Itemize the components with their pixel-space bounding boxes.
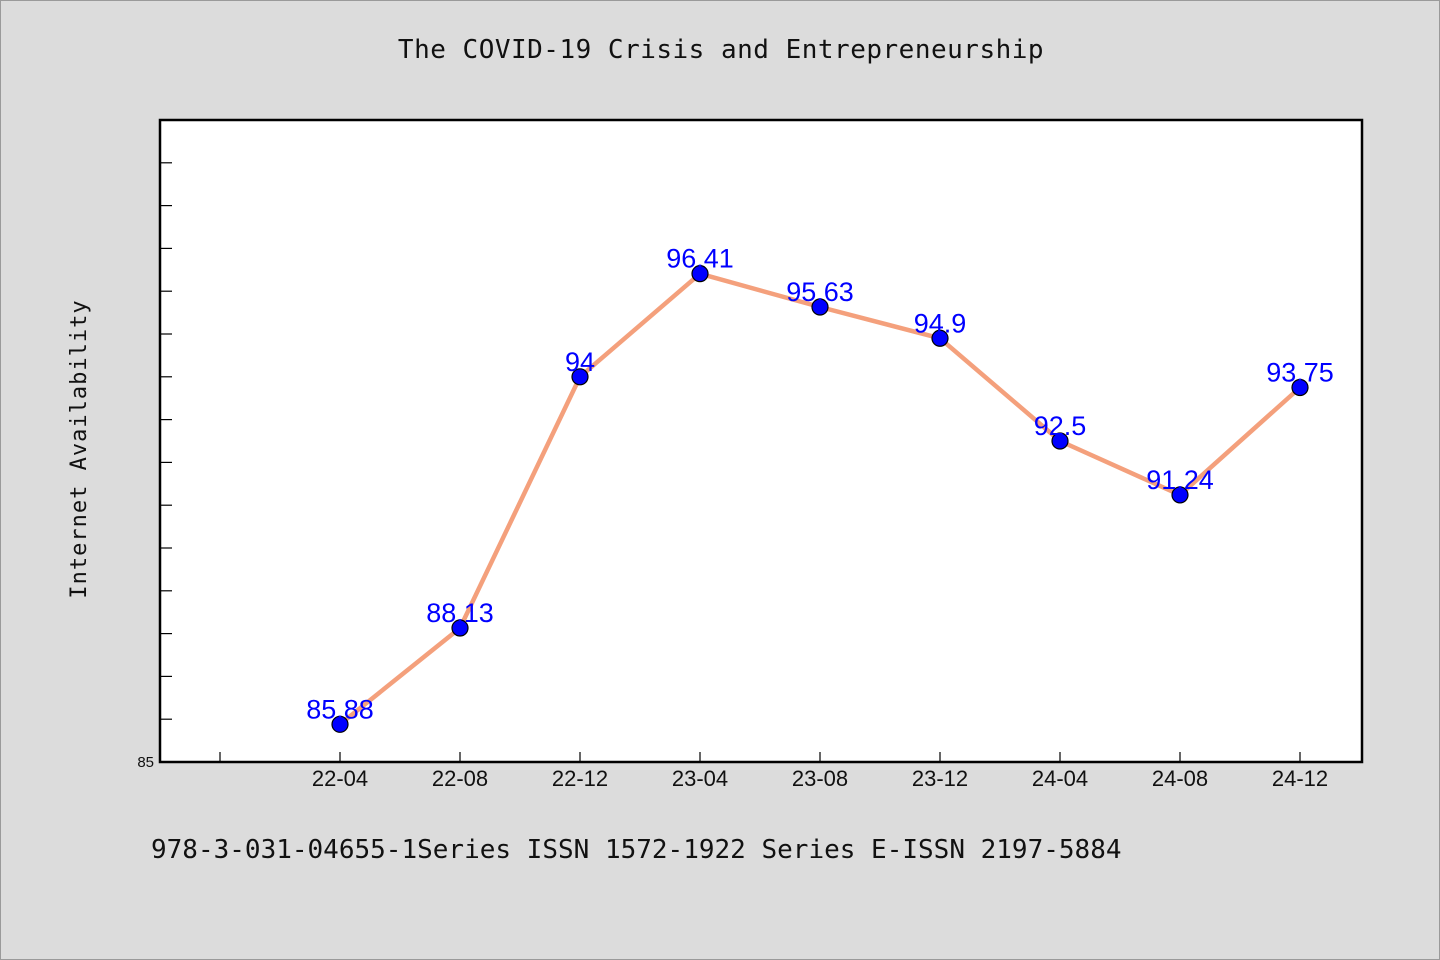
chart-title: The COVID-19 Crisis and Entrepreneurship: [397, 35, 1045, 65]
data-point-marker: [931, 329, 949, 347]
data-point-marker: [1291, 378, 1309, 397]
x-tick-label: 22-04: [312, 766, 368, 791]
x-tick-label: 24-04: [1032, 766, 1088, 791]
plot-area: [158, 118, 1364, 764]
data-label: 92.5: [1034, 411, 1087, 441]
data-point-marker: [331, 715, 349, 733]
data-point-marker: [691, 265, 709, 283]
data-point-marker: [571, 368, 589, 386]
x-tick-label: 24-12: [1272, 766, 1328, 791]
data-point-marker: [1051, 432, 1069, 450]
data-label: 91.24: [1146, 465, 1214, 495]
data-label: 85.88: [306, 694, 374, 724]
x-tick-label: 22-12: [552, 766, 608, 791]
data-label: 94.9: [914, 308, 967, 338]
data-label: 95.63: [786, 277, 854, 307]
data-point-marker: [1171, 486, 1189, 504]
data-labels: 85.88 88.13 94 96.41 95.63 94.9 92.5 91.24 93.75: [306, 244, 1334, 725]
x-tick-label: 24-08: [1152, 766, 1208, 791]
x-tick-label: 23-04: [672, 766, 728, 791]
data-label: 94: [565, 347, 595, 377]
data-label: 93.75: [1266, 358, 1334, 388]
x-tick-label: 22-08: [432, 766, 488, 791]
data-label: 96.41: [666, 244, 734, 274]
y-axis-ticks: [160, 162, 172, 720]
data-point-marker: [451, 619, 469, 637]
x-tick-label: 23-12: [912, 766, 968, 791]
y-tick-label-min: 85: [137, 754, 154, 771]
x-axis-ticks: 22-04 22-08 22-12 23-04 23-08 23-12 24-04 24-08…: [219, 752, 1328, 791]
data-label: 88.13: [426, 598, 494, 628]
data-point-marker: [811, 298, 829, 316]
series-markers: [331, 265, 1309, 733]
x-tick-label: 23-08: [792, 766, 848, 791]
isbn-issn-footer: 978-3-031-04655-1Series ISSN 1572-1922 S…: [151, 835, 1122, 865]
y-axis-label: Internet Availability: [67, 299, 92, 598]
